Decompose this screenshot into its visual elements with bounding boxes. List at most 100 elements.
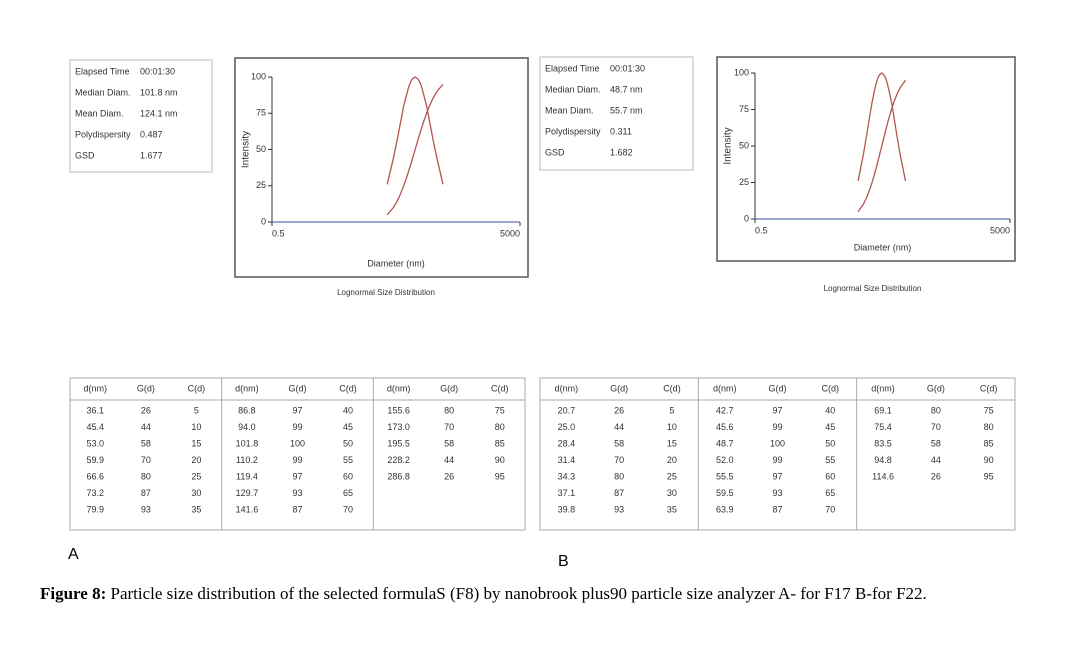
stat-value: 101.8 nm <box>140 87 178 97</box>
chart-title: Lognormal Size Distribution <box>824 284 922 293</box>
table-cell: 94.8 <box>874 455 892 465</box>
table-cell: 15 <box>191 438 201 448</box>
stat-value: 124.1 nm <box>140 108 178 118</box>
table-header: d(nm) <box>235 383 259 393</box>
x-tick-label: 0.5 <box>272 228 285 238</box>
table-header: d(nm) <box>387 383 411 393</box>
table-cell: 75 <box>984 405 994 415</box>
chart-title: Lognormal Size Distribution <box>337 288 435 297</box>
table-header: d(nm) <box>84 383 108 393</box>
x-tick-label: 0.5 <box>755 225 768 235</box>
table-cell: 30 <box>191 488 201 498</box>
y-axis-label: Intensity <box>241 131 252 168</box>
table-header: G(d) <box>927 383 945 393</box>
x-tick-label: 5000 <box>990 225 1010 235</box>
stat-label: Elapsed Time <box>545 63 600 73</box>
stat-label: Median Diam. <box>545 84 601 94</box>
x-tick-label: 5000 <box>500 228 520 238</box>
table-cell: 70 <box>931 422 941 432</box>
table-header: d(nm) <box>713 383 737 393</box>
table-cell: 55 <box>343 455 353 465</box>
table-cell: 44 <box>444 455 454 465</box>
table-cell: 87 <box>614 488 624 498</box>
table-cell: 80 <box>141 471 151 481</box>
table-cell: 35 <box>667 504 677 514</box>
stat-label: Elapsed Time <box>75 66 130 76</box>
table-cell: 58 <box>614 438 624 448</box>
table-cell: 63.9 <box>716 504 734 514</box>
y-axis-label: Intensity <box>723 127 734 164</box>
table-cell: 100 <box>290 438 305 448</box>
stat-label: Polydispersity <box>75 129 131 139</box>
stat-value: 00:01:30 <box>140 66 175 76</box>
chart-frame <box>716 56 1016 262</box>
caption: Figure 8: Particle size distribution of … <box>40 582 1050 606</box>
table-cell: 70 <box>444 422 454 432</box>
table-cell: 79.9 <box>87 504 105 514</box>
table-cell: 31.4 <box>558 455 576 465</box>
table-header: G(d) <box>289 383 307 393</box>
table-cell: 97 <box>292 405 302 415</box>
table-cell: 58 <box>444 438 454 448</box>
table-cell: 60 <box>825 471 835 481</box>
chart-frame <box>234 57 529 278</box>
y-tick-label: 25 <box>739 177 749 187</box>
table-cell: 58 <box>931 438 941 448</box>
table-cell: 85 <box>984 438 994 448</box>
table-header: C(d) <box>822 383 840 393</box>
table-cell: 141.6 <box>236 504 259 514</box>
table-frame <box>69 377 526 531</box>
table-cell: 50 <box>825 438 835 448</box>
table-header: G(d) <box>610 383 628 393</box>
table-cell: 75.4 <box>874 422 892 432</box>
table-cell: 52.0 <box>716 455 734 465</box>
table-cell: 119.4 <box>236 471 258 481</box>
table-cell: 25.0 <box>558 422 576 432</box>
table-cell: 87 <box>772 504 782 514</box>
table-cell: 95 <box>495 471 505 481</box>
table-cell: 5 <box>194 405 199 415</box>
stat-value: 0.487 <box>140 129 163 139</box>
table-cell: 99 <box>292 422 302 432</box>
stats-box <box>539 56 694 171</box>
table-cell: 26 <box>444 471 454 481</box>
table-cell: 83.5 <box>874 438 892 448</box>
table-header: C(d) <box>663 383 681 393</box>
table-cell: 129.7 <box>236 488 259 498</box>
table-cell: 28.4 <box>558 438 576 448</box>
table-cell: 86.8 <box>238 405 256 415</box>
table-cell: 35 <box>191 504 201 514</box>
table-cell: 42.7 <box>716 405 734 415</box>
table-cell: 80 <box>444 405 454 415</box>
table-header: C(d) <box>339 383 357 393</box>
table-cell: 30 <box>667 488 677 498</box>
table-cell: 80 <box>614 471 624 481</box>
table-cell: 173.0 <box>387 422 410 432</box>
stat-label: Median Diam. <box>75 87 131 97</box>
table-cell: 97 <box>772 471 782 481</box>
table-cell: 36.1 <box>87 405 105 415</box>
stat-value: 0.311 <box>610 126 632 136</box>
stat-label: GSD <box>545 147 565 157</box>
table-header: C(d) <box>980 383 998 393</box>
table-cell: 114.6 <box>872 471 894 481</box>
panel-label: B <box>558 553 569 570</box>
y-tick-label: 25 <box>256 180 266 190</box>
figure: Elapsed Time 00:01:30 Median Diam. 101.8 nm… <box>68 56 1016 570</box>
table-cell: 70 <box>343 504 353 514</box>
table-cell: 55 <box>825 455 835 465</box>
table-header: C(d) <box>491 383 509 393</box>
x-axis-label: Diameter (nm) <box>854 242 912 252</box>
stat-value: 55.7 nm <box>610 105 643 115</box>
table-cell: 60 <box>343 471 353 481</box>
y-tick-label: 75 <box>256 108 266 118</box>
table-cell: 70 <box>825 504 835 514</box>
table-cell: 59.5 <box>716 488 734 498</box>
table-cell: 44 <box>141 422 151 432</box>
stat-value: 1.682 <box>610 147 633 157</box>
table-cell: 25 <box>191 471 201 481</box>
series-line <box>857 72 907 182</box>
table-cell: 93 <box>614 504 624 514</box>
table-cell: 37.1 <box>558 488 576 498</box>
